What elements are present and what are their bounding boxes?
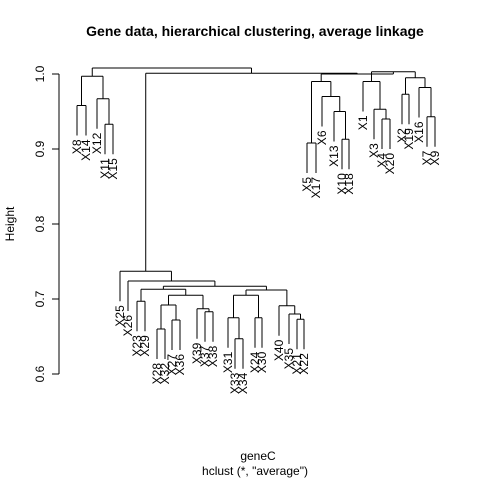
leaf-label: X17 <box>309 177 323 199</box>
leaf-label: X16 <box>412 121 426 143</box>
leaf-label: X35 <box>282 348 296 370</box>
leaf-label: X26 <box>121 315 135 337</box>
leaf-label: X18 <box>342 173 356 195</box>
leaf-label: X39 <box>190 342 204 364</box>
leaf-label: X15 <box>106 158 120 180</box>
leaf-label: X23 <box>130 335 144 357</box>
leaf-label: X28 <box>150 363 164 385</box>
leaf-label: X14 <box>79 139 93 161</box>
leaf-label: X6 <box>315 130 329 145</box>
leaf-label: X29 <box>138 335 152 357</box>
leaf-labels: X8X14X12X11X15X25X26X23X29X28X32X27X36X3… <box>70 115 442 394</box>
dendrogram-tree <box>76 67 436 369</box>
leaf-label: X3 <box>367 143 381 158</box>
leaf-label: X37 <box>198 345 212 367</box>
y-tick-label: 1.0 <box>33 65 47 82</box>
leaf-label: X30 <box>255 351 269 373</box>
y-tick-label: 0.8 <box>33 215 47 232</box>
leaf-label: X20 <box>383 153 397 175</box>
y-axis: 0.6 0.7 0.8 0.9 1.0 <box>33 65 60 382</box>
x-axis-label: geneC <box>240 449 276 463</box>
leaf-label: X10 <box>335 173 349 195</box>
leaf-label: X5 <box>300 177 314 192</box>
leaf-label: X4 <box>375 153 389 168</box>
leaf-label: X7 <box>420 150 434 165</box>
leaf-label: X1 <box>356 115 370 130</box>
y-tick-label: 0.9 <box>33 140 47 157</box>
leaf-label: X12 <box>90 132 104 154</box>
leaf-label: X22 <box>297 353 311 375</box>
leaf-label: X38 <box>206 345 220 367</box>
leaf-label: X2 <box>395 128 409 143</box>
leaf-label: X36 <box>173 354 187 376</box>
y-axis-label: Height <box>3 206 17 241</box>
leaf-label: X8 <box>70 139 84 154</box>
leaf-label: X11 <box>98 158 112 179</box>
leaf-label: X25 <box>113 305 127 327</box>
chart-title: Gene data, hierarchical clustering, aver… <box>86 23 424 39</box>
leaf-label: X32 <box>158 363 172 385</box>
leaf-label: X27 <box>165 354 179 376</box>
leaf-label: X19 <box>402 128 416 150</box>
leaf-label: X33 <box>228 372 242 394</box>
leaf-label: X21 <box>290 353 304 375</box>
leaf-label: X31 <box>221 351 235 373</box>
y-tick-label: 0.6 <box>33 365 47 382</box>
y-tick-label: 0.7 <box>33 290 47 307</box>
method-sublabel: hclust (*, "average") <box>202 464 308 478</box>
leaf-label: X13 <box>327 145 341 167</box>
leaf-label: X9 <box>428 150 442 165</box>
leaf-label: X34 <box>236 372 250 394</box>
leaf-label: X40 <box>272 339 286 361</box>
leaf-label: X24 <box>248 351 262 373</box>
